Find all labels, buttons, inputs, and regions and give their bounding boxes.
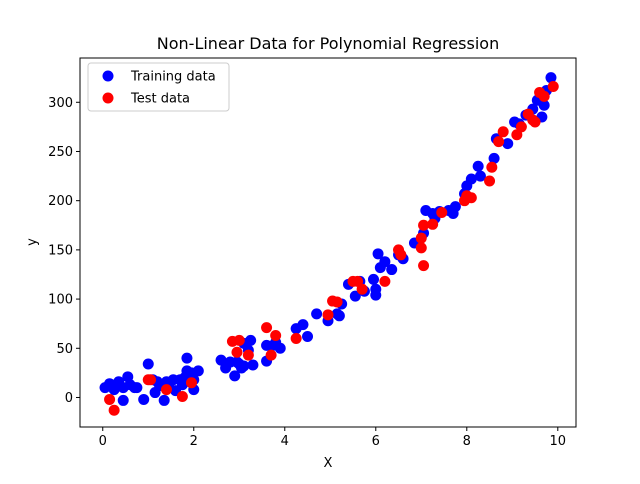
training-data-point — [368, 273, 379, 285]
test-data-point — [145, 374, 157, 386]
test-data-point — [160, 384, 172, 396]
y-tick-label: 50 — [56, 342, 73, 357]
training-data-point — [117, 394, 129, 406]
training-data-point — [488, 152, 500, 164]
training-data-point — [302, 330, 314, 342]
y-tick-label: 300 — [48, 96, 73, 111]
x-tick-label: 6 — [372, 434, 380, 449]
training-data-point — [333, 310, 345, 322]
training-data-point — [192, 365, 204, 377]
training-data-point — [311, 308, 323, 320]
test-data-point — [427, 218, 439, 230]
training-data-point — [372, 248, 384, 260]
training-data-point — [247, 359, 259, 371]
training-data-point — [502, 138, 514, 150]
test-data-point — [185, 377, 197, 389]
x-tick-label: 10 — [550, 434, 567, 449]
test-data-point — [436, 206, 448, 218]
data-points — [99, 72, 559, 416]
training-data-point — [297, 319, 309, 331]
training-data-point — [131, 382, 143, 394]
y-axis-label: y — [25, 238, 40, 246]
test-data-point — [331, 296, 343, 308]
test-data-point — [486, 161, 498, 173]
test-data-point — [493, 136, 505, 148]
training-data-point — [386, 264, 398, 276]
test-data-point — [395, 249, 407, 261]
test-data-point — [497, 126, 509, 138]
x-axis-label: X — [324, 456, 333, 471]
x-tick-label: 4 — [281, 434, 289, 449]
test-data-point — [176, 391, 188, 402]
legend-marker-test — [102, 92, 114, 104]
test-data-point — [415, 242, 427, 254]
training-data-point — [545, 72, 557, 84]
test-data-point — [265, 349, 277, 361]
test-data-point — [233, 334, 245, 346]
y-tick-label: 100 — [48, 293, 73, 308]
x-axis-ticks: 0 2 4 6 8 10 — [99, 427, 566, 449]
y-axis-ticks: 0 50 100 150 200 250 300 — [48, 96, 80, 406]
x-tick-label: 8 — [463, 434, 471, 449]
y-tick-label: 200 — [48, 194, 73, 209]
training-data-point — [349, 290, 361, 302]
training-data-point — [370, 283, 382, 295]
test-data-point — [415, 232, 427, 244]
training-data-point — [472, 160, 484, 172]
test-data-point — [529, 116, 541, 128]
training-data-point — [142, 358, 154, 370]
training-data-point — [181, 352, 193, 364]
legend: Training data Test data — [87, 62, 230, 112]
training-data-point — [238, 360, 250, 372]
legend-label-test: Test data — [130, 92, 190, 107]
test-data-point — [108, 404, 120, 416]
legend-box — [87, 62, 230, 112]
test-data-point — [231, 346, 243, 358]
test-data-point — [547, 81, 559, 93]
x-tick-label: 2 — [190, 434, 198, 449]
x-tick-label: 0 — [99, 434, 107, 449]
test-data-point — [418, 260, 430, 272]
training-data-point — [379, 256, 391, 268]
training-data-point — [538, 99, 550, 111]
legend-label-training: Training data — [130, 70, 216, 85]
training-data-point — [158, 394, 170, 406]
y-tick-label: 0 — [65, 391, 73, 406]
test-data-point — [322, 309, 334, 321]
test-data-point — [465, 192, 477, 204]
test-data-point — [515, 121, 527, 133]
training-data-point — [465, 173, 477, 185]
test-data-point — [484, 175, 496, 187]
training-data-point — [138, 393, 150, 405]
test-data-point — [104, 393, 116, 405]
training-data-point — [229, 370, 241, 382]
test-data-point — [356, 283, 368, 295]
y-tick-label: 250 — [48, 145, 73, 160]
test-data-point — [418, 219, 430, 231]
y-tick-label: 150 — [48, 243, 73, 258]
test-data-point — [261, 322, 273, 334]
axes-frame — [79, 57, 577, 428]
training-data-point — [274, 342, 286, 354]
chart-title: Non-Linear Data for Polynomial Regressio… — [157, 34, 499, 53]
test-data-point — [242, 349, 254, 361]
legend-marker-training — [102, 70, 114, 82]
training-data-point — [449, 201, 461, 213]
test-data-point — [290, 332, 302, 344]
training-data-point — [474, 170, 486, 182]
test-data-point — [538, 90, 550, 102]
training-data-point — [245, 334, 257, 346]
test-data-point — [270, 329, 282, 341]
test-data-point — [379, 275, 391, 287]
